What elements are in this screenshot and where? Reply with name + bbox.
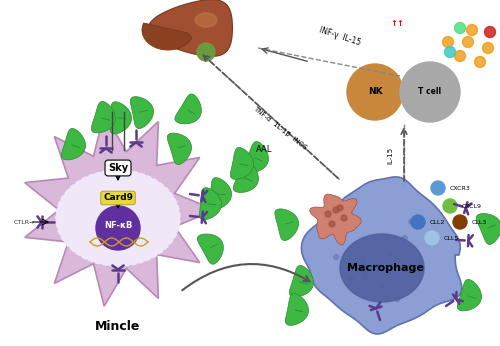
Polygon shape [142,23,192,50]
Circle shape [425,231,439,245]
Polygon shape [230,147,254,179]
Circle shape [409,219,414,224]
Circle shape [197,43,215,61]
Polygon shape [310,194,362,245]
Polygon shape [175,94,202,124]
Circle shape [431,181,445,195]
Text: TNF-α  1L-1β  iNOS: TNF-α 1L-1β iNOS [252,105,308,151]
Circle shape [400,62,460,122]
Text: NF-κB: NF-κB [104,221,132,230]
Circle shape [334,255,338,260]
Circle shape [474,56,486,67]
Text: CLL5: CLL5 [444,236,459,240]
Circle shape [329,221,335,227]
Text: T cell: T cell [418,88,442,97]
Circle shape [444,46,456,57]
Circle shape [337,205,343,211]
Ellipse shape [340,234,424,302]
Polygon shape [286,293,308,325]
Text: Card9: Card9 [103,193,133,202]
Circle shape [454,22,466,34]
Polygon shape [302,177,462,334]
Ellipse shape [56,170,180,266]
Circle shape [462,36,473,47]
Text: CTLR→: CTLR→ [14,219,35,225]
Text: Macrophage: Macrophage [346,263,424,273]
Circle shape [348,276,354,281]
Circle shape [341,215,347,221]
Circle shape [388,251,392,256]
Text: Sky: Sky [108,163,128,173]
Polygon shape [92,101,116,133]
Polygon shape [476,213,500,244]
Polygon shape [244,142,268,172]
Polygon shape [198,234,224,264]
Circle shape [411,215,425,229]
Polygon shape [458,280,481,311]
Circle shape [454,51,466,62]
Polygon shape [275,209,298,240]
Circle shape [325,211,331,217]
Circle shape [364,269,369,274]
Circle shape [482,43,494,54]
Circle shape [453,215,467,229]
Polygon shape [110,102,132,134]
Polygon shape [168,133,192,165]
Circle shape [347,64,403,120]
Text: CXCR3: CXCR3 [450,185,471,191]
Polygon shape [234,162,258,192]
Text: IL-15: IL-15 [387,146,393,164]
Text: Mincle: Mincle [96,319,140,333]
Text: CLL3: CLL3 [472,219,488,225]
Circle shape [362,263,366,268]
Polygon shape [200,188,222,220]
Polygon shape [148,0,232,56]
Circle shape [443,199,457,213]
Polygon shape [130,97,154,128]
Polygon shape [62,128,86,160]
Text: CXCL9: CXCL9 [462,203,482,209]
Text: NK: NK [368,88,382,97]
Polygon shape [290,265,314,297]
Text: AAL: AAL [256,146,272,155]
Polygon shape [210,177,232,210]
Circle shape [394,297,400,302]
Circle shape [442,36,454,47]
Polygon shape [24,114,215,306]
Circle shape [333,207,339,213]
Circle shape [466,25,477,36]
Circle shape [362,275,367,280]
Text: CLL2: CLL2 [430,219,446,225]
Circle shape [484,27,496,37]
Text: ↑↑: ↑↑ [390,19,404,28]
Circle shape [402,236,407,240]
Circle shape [360,256,364,261]
Ellipse shape [195,13,217,27]
Circle shape [96,206,140,250]
Circle shape [380,283,384,289]
Text: INF-γ  IL-15: INF-γ IL-15 [318,25,362,47]
